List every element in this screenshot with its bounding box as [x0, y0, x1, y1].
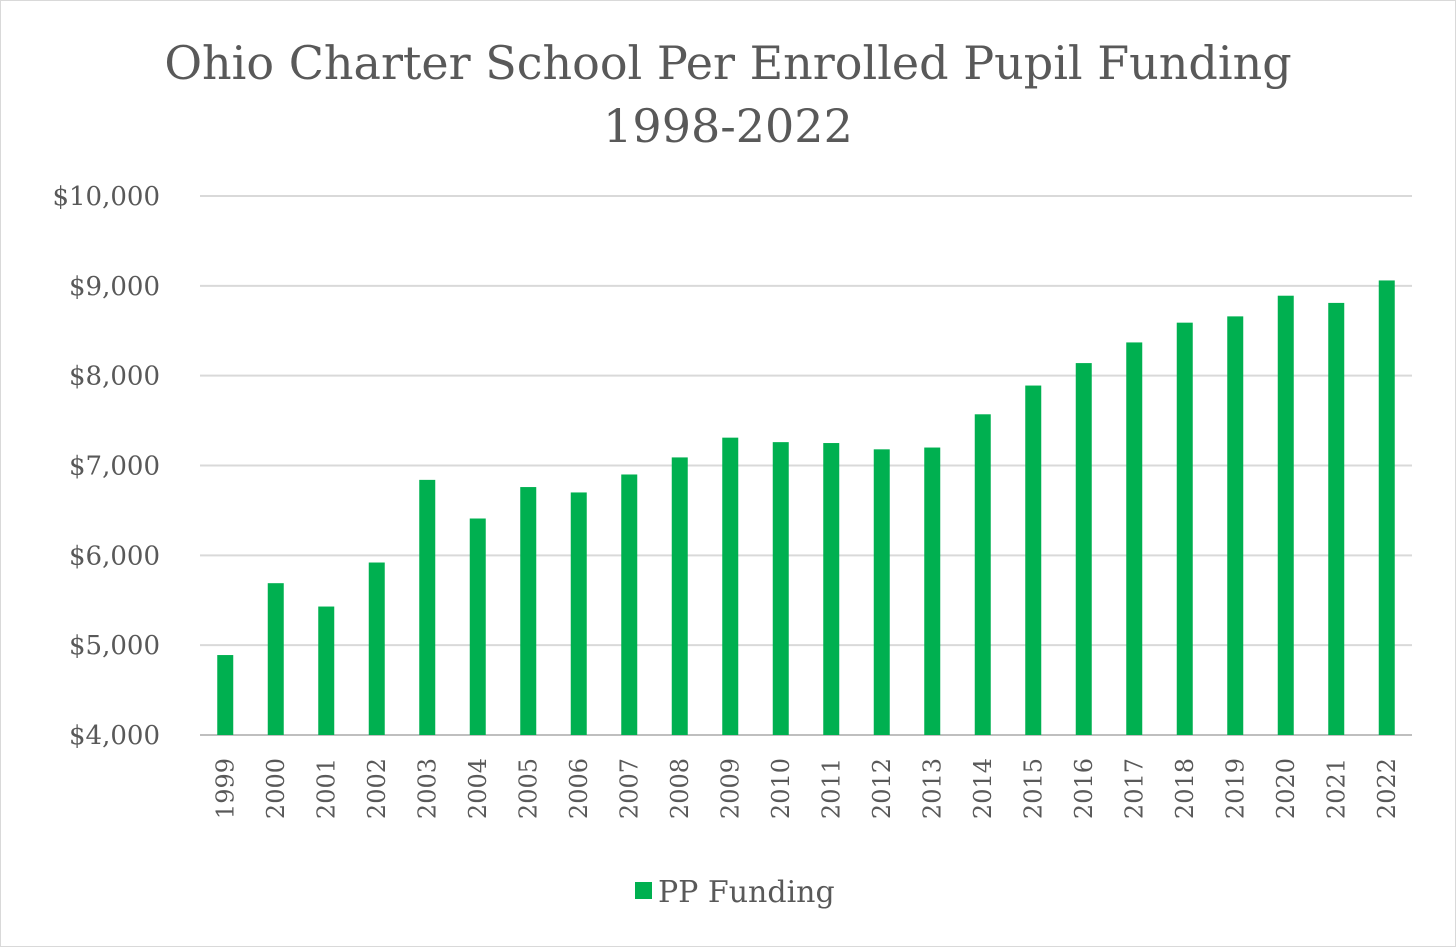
bar-2009: [722, 437, 739, 735]
bar-2012: [873, 449, 890, 735]
bar-2010: [772, 442, 789, 735]
bar-2007: [621, 474, 638, 735]
chart-title: Ohio Charter School Per Enrolled Pupil F…: [164, 36, 1291, 90]
x-tick-label: 2019: [1221, 758, 1249, 819]
y-tick-label: $4,000: [69, 721, 160, 751]
x-tick-label: 2007: [615, 758, 643, 819]
bar-2016: [1075, 363, 1092, 735]
x-tick-label: 2000: [262, 758, 290, 819]
bar-2001: [318, 606, 335, 735]
y-tick-label: $9,000: [69, 272, 160, 302]
gridlines: [200, 195, 1412, 736]
x-tick-label: 2002: [363, 758, 391, 819]
bar-2003: [419, 479, 436, 735]
legend: PP Funding: [635, 875, 835, 910]
bar-2017: [1126, 342, 1143, 735]
chart-subtitle: 1998-2022: [603, 99, 853, 153]
x-tick-label: 2020: [1272, 758, 1300, 819]
bar-2002: [368, 562, 385, 735]
x-tick-label: 2011: [817, 758, 845, 819]
bar-2020: [1277, 295, 1294, 735]
bar-2008: [671, 457, 688, 735]
x-tick-label: 2009: [716, 758, 744, 819]
bar-1999: [217, 655, 234, 735]
x-tick-label: 1999: [211, 758, 239, 819]
bar-2018: [1176, 322, 1193, 735]
y-tick-label: $8,000: [69, 362, 160, 392]
y-axis-ticks: $4,000 $5,000 $6,000 $7,000 $8,000 $9,000 $10,…: [52, 182, 160, 751]
bar-2021: [1328, 302, 1345, 735]
y-tick-label: $6,000: [69, 541, 160, 571]
x-tick-label: 2016: [1070, 758, 1098, 819]
x-tick-label: 2006: [565, 758, 593, 819]
x-tick-label: 2012: [868, 758, 896, 819]
x-tick-label: 2015: [1019, 758, 1047, 819]
x-tick-label: 2001: [312, 758, 340, 819]
x-tick-label: 2021: [1322, 758, 1350, 819]
bar-2006: [570, 492, 587, 735]
x-tick-label: 2010: [767, 758, 795, 819]
x-tick-label: 2017: [1120, 758, 1148, 819]
bar-2014: [974, 414, 991, 735]
x-tick-label: 2003: [413, 758, 441, 819]
x-tick-label: 2022: [1373, 758, 1401, 819]
x-tick-label: 2008: [666, 758, 694, 819]
bar-2013: [924, 447, 941, 735]
y-tick-label: $10,000: [52, 182, 160, 212]
x-tick-label: 2004: [464, 758, 492, 819]
bar-2004: [469, 518, 486, 735]
x-tick-label: 2005: [514, 758, 542, 819]
bars: [217, 280, 1395, 735]
bar-2015: [1025, 385, 1042, 735]
x-tick-label: 2013: [918, 758, 946, 819]
x-axis-ticks: 1999 2000 2001 2002 2003 2004 2005 2006 2007 2008…: [211, 758, 1401, 819]
bar-2005: [520, 487, 537, 735]
legend-swatch: [635, 882, 652, 899]
bar-2022: [1378, 280, 1395, 735]
y-tick-label: $5,000: [69, 631, 160, 661]
x-tick-label: 2018: [1171, 758, 1199, 819]
x-tick-label: 2014: [969, 758, 997, 819]
bar-2019: [1227, 316, 1244, 735]
y-tick-label: $7,000: [69, 452, 160, 482]
bar-2011: [823, 443, 840, 735]
legend-label: PP Funding: [658, 875, 835, 910]
bar-2000: [267, 583, 284, 735]
